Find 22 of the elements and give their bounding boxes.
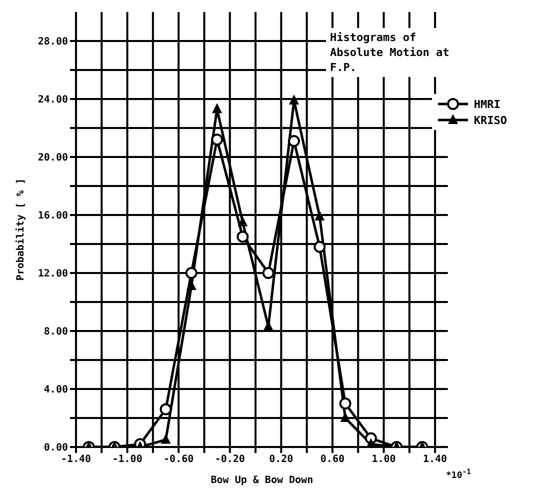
y-tick-label: 16.00: [38, 210, 68, 222]
y-tick-label: 20.00: [38, 152, 68, 164]
y-axis-title: Probability [ % ]: [14, 178, 27, 281]
y-tick-label: 0.00: [44, 442, 68, 454]
text: Histograms of Absolute Motion at F.P.: [326, 28, 464, 77]
x-tick-label: -0.60: [164, 454, 194, 466]
x-tick-label: -1.00: [112, 454, 142, 466]
y-tick-label: 4.00: [44, 384, 68, 396]
x-tick-label: 1.00: [372, 454, 396, 466]
legend-label: HMRI: [474, 98, 500, 110]
x-tick-label: -1.40: [60, 454, 92, 466]
y-tick-label: 8.00: [44, 326, 68, 338]
x-axis-title: Bow Up & Bow Down: [210, 475, 314, 486]
x-tick-label: 1.40: [423, 454, 448, 466]
x-tick-label: 0.20: [269, 454, 294, 466]
y-tick-label: 28.00: [38, 36, 68, 48]
x-tick-label: -0.20: [214, 454, 245, 466]
y-tick-label: 12.00: [38, 268, 68, 280]
y-tick-label: 24.00: [38, 94, 68, 106]
legend-label: KRISO: [474, 114, 507, 126]
x-tick-label: 0.60: [320, 454, 345, 466]
text: *10$^{-1}$: [446, 466, 471, 481]
